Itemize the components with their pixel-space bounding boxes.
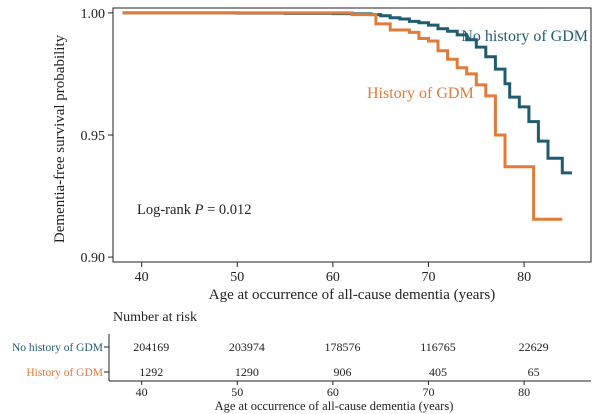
risk-count: 1292 bbox=[139, 365, 163, 379]
risk-count: 116765 bbox=[420, 340, 456, 354]
risk-count: 405 bbox=[429, 365, 447, 379]
risk-count: 22629 bbox=[519, 340, 549, 354]
plot-frame bbox=[112, 7, 592, 263]
y-axis-ticks: 0.90 0.95 1.00 bbox=[81, 7, 113, 266]
y-tick-label: 0.90 bbox=[81, 251, 106, 266]
series-label-gdm: History of GDM bbox=[367, 85, 474, 102]
x-tick-label: 50 bbox=[230, 270, 244, 285]
risk-table-rows: No history of GDM 204169 203974 178576 11676… bbox=[12, 340, 549, 379]
x-tick-label: 40 bbox=[135, 270, 149, 285]
log-rank-prefix: Log-rank bbox=[137, 202, 195, 218]
risk-table-x-ticks: 40 50 60 70 80 bbox=[136, 381, 530, 399]
series-label-no-gdm: No history of GDM bbox=[461, 28, 588, 45]
risk-table: Number at risk No history of GDM 204169 20… bbox=[12, 310, 591, 413]
risk-x-tick-label: 70 bbox=[422, 385, 434, 399]
log-rank-p-symbol: P bbox=[194, 202, 204, 218]
survival-curves bbox=[122, 11, 572, 221]
x-tick-label: 80 bbox=[517, 270, 531, 285]
risk-count: 65 bbox=[528, 365, 540, 379]
x-axis-label: Age at occurrence of all-cause dementia … bbox=[209, 287, 496, 303]
risk-row-label-gdm: History of GDM bbox=[26, 367, 103, 379]
risk-row-label-no-gdm: No history of GDM bbox=[12, 342, 103, 354]
log-rank-suffix: = 0.012 bbox=[203, 202, 251, 218]
series-labels: No history of GDM History of GDM bbox=[367, 28, 588, 102]
log-rank-annotation: Log-rank P = 0.012 bbox=[137, 202, 252, 218]
main-plot: 40 50 60 70 80 0.90 0.95 1.00 No history of GD… bbox=[52, 7, 592, 303]
risk-count: 178576 bbox=[324, 340, 360, 354]
risk-table-title: Number at risk bbox=[113, 310, 197, 325]
risk-x-tick-label: 50 bbox=[231, 385, 243, 399]
risk-x-tick-label: 60 bbox=[327, 385, 339, 399]
risk-count: 1290 bbox=[235, 365, 259, 379]
y-axis-label: Dementia-free survival probability bbox=[52, 34, 68, 243]
x-tick-label: 60 bbox=[326, 270, 340, 285]
x-axis-ticks: 40 50 60 70 80 bbox=[135, 262, 531, 285]
risk-x-tick-label: 80 bbox=[518, 385, 530, 399]
risk-x-tick-label: 40 bbox=[136, 385, 148, 399]
risk-table-x-axis-label: Age at occurrence of all-cause dementia … bbox=[215, 399, 454, 413]
y-tick-label: 1.00 bbox=[81, 7, 106, 22]
x-tick-label: 70 bbox=[421, 270, 435, 285]
risk-count: 204169 bbox=[133, 340, 169, 354]
y-tick-label: 0.95 bbox=[81, 129, 106, 144]
risk-count: 203974 bbox=[229, 340, 265, 354]
survival-curve-gdm bbox=[122, 11, 563, 221]
risk-count: 906 bbox=[333, 365, 351, 379]
